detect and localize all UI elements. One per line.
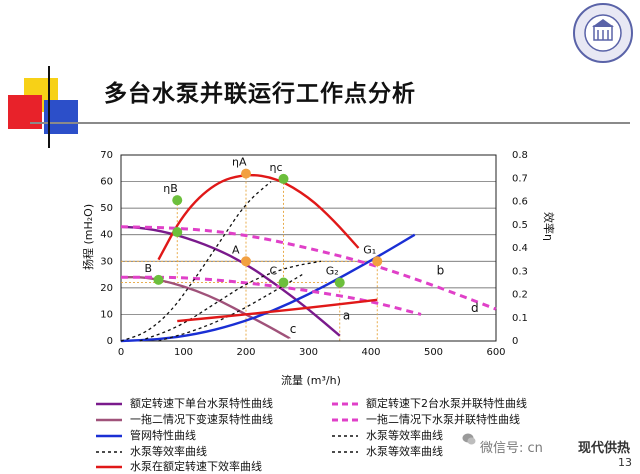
y2-tick-label: 0: [512, 336, 518, 347]
x-tick-label: 600: [486, 347, 505, 358]
legend-swatch: [96, 465, 122, 469]
y2-tick-label: 0.7: [512, 173, 528, 184]
watermark-brand: 现代供热: [578, 441, 631, 456]
curve-label: a: [343, 309, 350, 323]
header-divider: [30, 122, 630, 124]
x-tick-label: 100: [174, 347, 193, 358]
point-label: A: [232, 243, 240, 256]
series-line-9: [177, 298, 378, 323]
legend-swatch: [96, 402, 122, 406]
header-vertical-line: [48, 66, 50, 148]
y2-tick-label: 0.6: [512, 197, 528, 208]
y-tick-label: 0: [107, 336, 113, 347]
legend-label: 水泵等效率曲线: [366, 445, 443, 458]
point-label: G₁: [363, 243, 376, 256]
operating-point: [278, 277, 289, 288]
legend-label: 管网特性曲线: [130, 429, 196, 442]
operating-point: [172, 195, 183, 206]
operating-point: [334, 277, 345, 288]
y2-tick-label: 0.1: [512, 313, 528, 324]
operating-point: [172, 227, 183, 238]
x-tick-label: 200: [236, 347, 255, 358]
point-label: ηB: [163, 182, 178, 195]
series-line-4: [120, 225, 497, 311]
series-line-5: [120, 275, 422, 316]
legend-swatch: [332, 435, 358, 437]
page-number: 13: [618, 456, 632, 469]
series-line-3: [157, 173, 360, 261]
legend-label: 额定转速下2台水泵并联特性曲线: [366, 397, 527, 410]
legend-swatch: [96, 418, 122, 422]
point-label: G₂: [326, 265, 339, 278]
operating-point: [372, 256, 383, 267]
legend-swatch: [96, 451, 122, 453]
axis-ticks: 0 100 200 300 400 500 600 0 10 20 30 40 50 60 70 0 0.1 0.…: [100, 150, 528, 358]
y2-tick-label: 0.8: [512, 150, 528, 161]
legend-label: 水泵等效率曲线: [366, 429, 443, 442]
y-tick-label: 70: [100, 150, 113, 161]
operating-point: [278, 173, 289, 184]
watermark-text: 微信号: cn: [480, 441, 543, 456]
y-tick-label: 30: [100, 256, 113, 267]
series-line-0: [120, 225, 341, 337]
y-tick-label: 20: [100, 283, 113, 294]
x-tick-label: 300: [299, 347, 318, 358]
legend-label: 水泵在额定转速下效率曲线: [130, 460, 262, 473]
operating-point: [241, 256, 251, 267]
legend-swatch: [332, 451, 358, 453]
x-axis-label: 流量 (m³/h): [281, 373, 341, 387]
y2-tick-label: 0.3: [512, 266, 528, 277]
operating-points: A G₁ B C G₂ ηA ηc ηB a b c d: [145, 156, 479, 336]
slide-title: 多台水泵并联运行工作点分析: [104, 81, 416, 107]
x-tick-label: 0: [118, 347, 124, 358]
curve-label: c: [290, 322, 297, 336]
y-tick-label: 40: [100, 230, 113, 241]
curve-label: d: [471, 301, 479, 315]
series-line-8: [158, 274, 303, 342]
y2-tick-label: 0.2: [512, 290, 528, 301]
series-layer: [120, 173, 497, 343]
point-label: ηc: [270, 161, 283, 174]
y2-tick-label: 0.4: [512, 243, 528, 254]
legend-swatch: [96, 434, 122, 438]
series-line-7: [139, 260, 322, 342]
legend-swatch: [332, 418, 358, 422]
legend-swatch: [332, 402, 358, 406]
point-label: B: [145, 262, 153, 275]
legend-label: 水泵等效率曲线: [130, 445, 207, 458]
legend-label: 一拖二情况下水泵并联特性曲线: [366, 413, 520, 426]
y2-axis-label: 效率η: [542, 212, 556, 241]
curve-label: b: [437, 264, 445, 278]
x-tick-label: 500: [424, 347, 443, 358]
y-tick-label: 60: [100, 177, 113, 188]
legend-label: 一拖二情况下变速泵特性曲线: [130, 413, 273, 426]
y-tick-label: 10: [100, 309, 113, 320]
operating-point: [241, 168, 251, 179]
y-tick-label: 50: [100, 203, 113, 214]
series-line-1: [120, 276, 291, 340]
plot-area-frame: [120, 154, 497, 342]
y2-tick-label: 0.5: [512, 220, 528, 231]
wechat-icon: [462, 433, 476, 445]
point-label: ηA: [232, 156, 247, 169]
operating-point: [153, 274, 164, 285]
x-tick-label: 400: [361, 347, 380, 358]
university-seal-logo: [573, 3, 633, 63]
legend-label: 额定转速下单台水泵特性曲线: [130, 397, 273, 410]
point-label: C: [270, 265, 278, 278]
y-axis-label: 扬程 (mH₂O): [81, 204, 95, 270]
